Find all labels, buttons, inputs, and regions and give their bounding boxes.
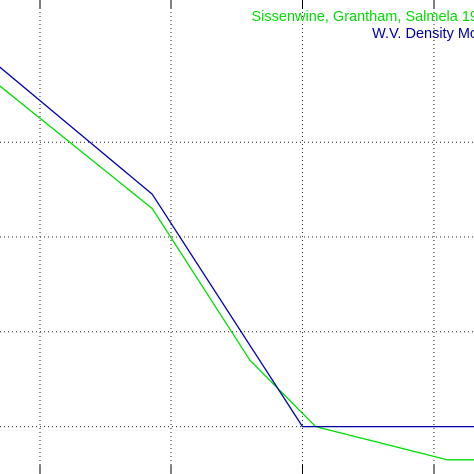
legend-label-series-2: W.V. Density Mo: [372, 26, 474, 42]
series-line-1: [0, 85, 474, 461]
legend-label-series-1: Sissenwine, Grantham, Salmela 19: [252, 9, 474, 25]
legend: Sissenwine, Grantham, Salmela 19 W.V. De…: [252, 9, 474, 42]
series-line-2: [0, 66, 474, 428]
x-axis: [39, 0, 435, 474]
series-group: [0, 66, 474, 461]
